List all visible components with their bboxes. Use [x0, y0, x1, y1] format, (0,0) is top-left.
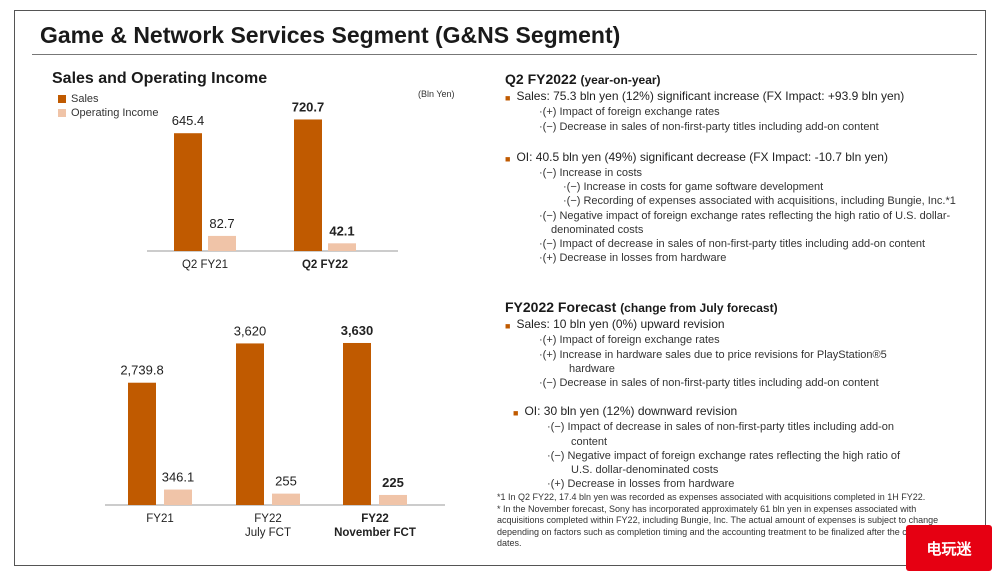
footnote-1: *1 In Q2 FY22, 17.4 bln yen was recorded… [497, 492, 926, 502]
q2-heading-text: Q2 FY2022 [505, 71, 577, 87]
fy-sales-sub-1: ·(+) Increase in hardware sales due to p… [539, 348, 887, 361]
chart-0-category-label-1: Q2 FY22 [302, 259, 348, 271]
q2-sales-text: Sales: 75.3 bln yen (12%) significant in… [516, 89, 905, 104]
fy-sales-sub-0: ·(+) Impact of foreign exchange rates [539, 334, 720, 347]
fy-oi-sub-0: ·(−) Impact of decrease in sales of non-… [547, 421, 894, 434]
fy-heading: FY2022 Forecast (change from July foreca… [505, 300, 985, 315]
chart-1-category-label-2-line2: November FCT [334, 527, 416, 539]
chart-1-data-label-sales-1: 3,620 [234, 323, 267, 338]
chart-1-bar-oi-1 [272, 493, 300, 505]
q2-oi-child-1: ·(−) Recording of expenses associated wi… [563, 195, 956, 208]
chart-0-bar-oi-1 [328, 243, 356, 251]
q2-oi-sub-3: ·(−) Impact of decrease in sales of non-… [539, 238, 926, 251]
chart-1-bar-oi-2 [379, 494, 407, 505]
footnote-2: * In the November forecast, Sony has inc… [497, 503, 939, 549]
fy-oi-sub-1-cont: U.S. dollar-denominated costs [571, 464, 719, 477]
legend-oi-swatch [58, 109, 66, 117]
chart-0-bar-sales-0 [174, 133, 202, 251]
page-title: Game & Network Services Segment (G&NS Se… [40, 22, 621, 48]
forecast-section: FY2022 Forecast (change from July foreca… [505, 300, 985, 491]
chart-0-data-label-oi-1: 42.1 [329, 223, 354, 238]
fy-oi-text: OI: 30 bln yen (12%) downward revision [524, 404, 738, 419]
chart-1-bar-sales-1 [236, 343, 264, 505]
q2-oi-sub-costs: ·(−) Increase in costs [539, 167, 643, 180]
chart-1-category-label-1-line2: July FCT [245, 527, 291, 539]
q2-oi-child-0: ·(−) Increase in costs for game software… [563, 181, 824, 194]
chart-legend: Sales Operating Income [58, 92, 158, 120]
title-divider [32, 54, 977, 55]
q2-oi-sub-2-cont: denominated costs [551, 223, 644, 236]
watermark-logo: 电玩迷 [906, 525, 992, 571]
chart-1-category-label-2: FY22 [361, 513, 389, 525]
legend-oi: Operating Income [58, 106, 158, 120]
bullet-icon: ■ [505, 153, 511, 164]
fy-sales-text: Sales: 10 bln yen (0%) upward revision [516, 317, 725, 332]
chart-0-data-label-sales-0: 645.4 [172, 113, 205, 128]
chart-1-category-label-1: FY22 [254, 513, 282, 525]
q2-oi-text: OI: 40.5 bln yen (49%) significant decre… [516, 149, 888, 164]
chart-1-bar-oi-0 [164, 489, 192, 505]
chart-1-data-label-oi-0: 346.1 [162, 470, 195, 485]
q2-heading-note: (year-on-year) [580, 73, 661, 87]
q2-sales-point: ■ Sales: 75.3 bln yen (12%) significant i… [505, 89, 985, 105]
q2-oi-sub-4: ·(+) Decrease in losses from hardware [539, 252, 727, 265]
chart-1-data-label-oi-1: 255 [275, 474, 297, 489]
fy-heading-text: FY2022 Forecast [505, 299, 617, 315]
q2-sales-sub-0: ·(+) Impact of foreign exchange rates [539, 106, 720, 119]
chart-0-data-label-oi-0: 82.7 [209, 216, 234, 231]
chart-1-data-label-oi-2: 225 [382, 475, 404, 490]
legend-oi-label: Operating Income [71, 107, 159, 119]
chart-1-bar-sales-2 [343, 342, 371, 505]
q2-sales-sub-1: ·(−) Decrease in sales of non-first-part… [539, 120, 879, 133]
q2-section: Q2 FY2022 (year-on-year) ■ Sales: 75.3 bl… [505, 72, 985, 265]
fy-oi-sub-2: ·(+) Decrease in losses from hardware [547, 478, 735, 491]
chart-1-bar-sales-0 [128, 382, 156, 505]
fy-oi-sub-1: ·(−) Negative impact of foreign exchange… [547, 449, 901, 462]
fy-sales-sub-2: ·(−) Decrease in sales of non-first-part… [539, 377, 879, 390]
chart-1-category-label-0: FY21 [146, 513, 174, 525]
legend-sales: Sales [58, 92, 158, 106]
q2-oi-sub-2: ·(−) Negative impact of foreign exchange… [539, 209, 951, 222]
q2-heading: Q2 FY2022 (year-on-year) [505, 72, 985, 87]
fy-heading-note: (change from July forecast) [620, 301, 778, 315]
footnotes: *1 In Q2 FY22, 17.4 bln yen was recorded… [497, 492, 957, 550]
chart-0-bar-oi-0 [208, 235, 236, 251]
chart-0-category-label-0: Q2 FY21 [182, 259, 228, 271]
bullet-icon: ■ [505, 321, 511, 332]
bullet-icon: ■ [513, 408, 519, 419]
chart-heading: Sales and Operating Income [52, 70, 268, 87]
q2-oi-point: ■ OI: 40.5 bln yen (49%) significant decr… [505, 150, 985, 166]
chart-1-data-label-sales-0: 2,739.8 [120, 363, 163, 378]
chart-0-bar-sales-1 [294, 119, 322, 251]
legend-sales-label: Sales [71, 93, 99, 105]
fy-oi-sub-0-cont: content [571, 435, 608, 448]
chart-0-data-label-sales-1: 720.7 [292, 99, 325, 114]
bullet-icon: ■ [505, 93, 511, 104]
slide-frame [14, 10, 986, 566]
fy-sales-sub-1-cont: hardware [569, 362, 615, 375]
fy-sales-point: ■ Sales: 10 bln yen (0%) upward revision [505, 317, 985, 333]
legend-sales-swatch [58, 95, 66, 103]
chart-1-data-label-sales-2: 3,630 [341, 323, 374, 338]
unit-label: (Bln Yen) [418, 89, 455, 99]
fy-oi-point: ■ OI: 30 bln yen (12%) downward revision [505, 404, 985, 420]
